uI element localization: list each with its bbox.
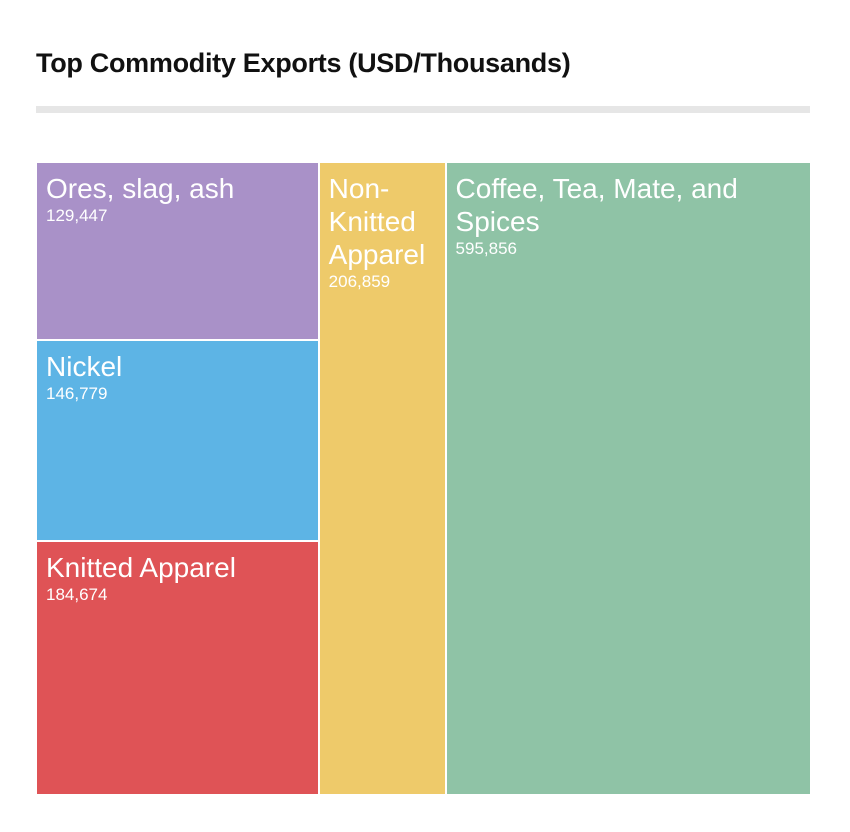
- tile-name: Knitted Apparel: [46, 552, 236, 584]
- tile-value: 206,859: [328, 272, 391, 291]
- treemap-tile-ores-slag-ash: Ores, slag, ash 129,447: [36, 162, 319, 340]
- treemap-tile-coffee-tea-mate-and-spices: Coffee, Tea, Mate, and Spices 595,856: [445, 162, 811, 795]
- treemap-tile-label: Non-Knitted Apparel 206,859: [329, 172, 438, 292]
- treemap-tile-label: Nickel 146,779: [46, 350, 311, 404]
- treemap-tile-nickel: Nickel 146,779: [36, 339, 319, 542]
- treemap-tile-knitted-apparel: Knitted Apparel 184,674: [36, 541, 319, 795]
- treemap-tile-label: Coffee, Tea, Mate, and Spices 595,856: [456, 172, 803, 259]
- tile-name: Ores, slag, ash: [46, 173, 235, 204]
- tile-value: 595,856: [455, 239, 517, 258]
- treemap-tile-label: Ores, slag, ash 129,447: [46, 172, 311, 226]
- treemap-tile-label: Knitted Apparel 184,674: [46, 551, 311, 605]
- treemap: Ores, slag, ash 129,447 Nickel 146,779 Knitt…: [36, 162, 811, 795]
- chart-title: Top Commodity Exports (USD/Thousands): [36, 48, 571, 78]
- tile-value: 184,674: [46, 585, 108, 605]
- treemap-tile-non-knitted-apparel: Non-Knitted Apparel 206,859: [318, 162, 446, 795]
- tile-name: Nickel: [46, 350, 123, 382]
- tile-name: Non-Knitted Apparel: [328, 173, 426, 270]
- tile-value: 146,779: [46, 383, 108, 403]
- tile-name: Coffee, Tea, Mate, and Spices: [455, 173, 738, 237]
- tile-value: 129,447: [46, 206, 108, 225]
- title-divider: [36, 106, 810, 113]
